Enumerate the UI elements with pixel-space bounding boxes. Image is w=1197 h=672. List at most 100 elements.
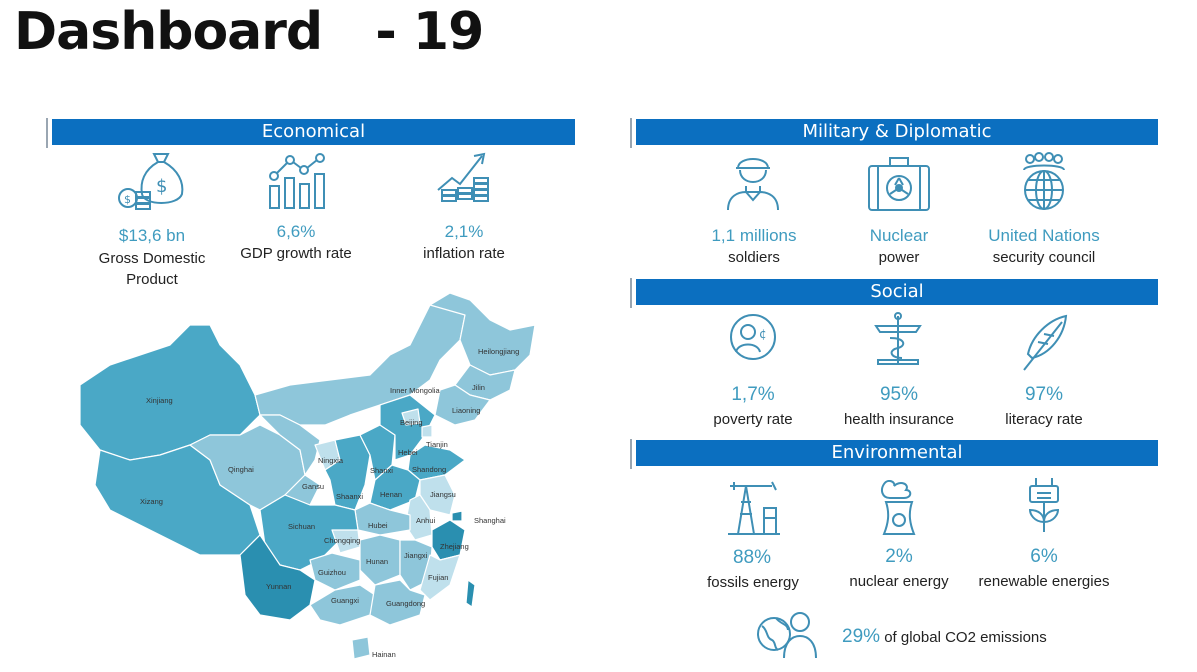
fujian-region[interactable] <box>419 554 461 601</box>
svg-text:¢: ¢ <box>759 327 767 341</box>
map-label: Henan <box>380 490 402 499</box>
map-label: Heilongjiang <box>478 347 519 356</box>
poverty-value: 1,7% <box>731 384 775 405</box>
renewable-label: renewable energies <box>978 573 1110 590</box>
map-label: Tianjin <box>426 440 448 449</box>
svg-text:$: $ <box>156 176 167 197</box>
oil-pump-icon <box>724 478 782 536</box>
taiwan-region[interactable] <box>465 579 476 608</box>
nuclear-plant-icon <box>874 480 924 536</box>
map-label: Guangdong <box>386 599 425 608</box>
map-label: Shandong <box>412 465 446 474</box>
inner-mongolia-region[interactable] <box>254 294 466 426</box>
gdp-label: Gross Domestic Product <box>98 250 206 288</box>
map-label: Guangxi <box>331 596 359 605</box>
map-label: Xizang <box>140 497 163 506</box>
map-label: Xinjiang <box>146 396 173 405</box>
gdp-growth-label: GDP growth rate <box>240 245 352 262</box>
quill-icon <box>1018 314 1070 372</box>
united-nations-icon <box>1020 152 1068 214</box>
soldier-icon <box>724 152 782 212</box>
health-icon <box>872 312 924 366</box>
military-section-header: Military & Diplomatic <box>636 119 1158 145</box>
map-label: Ningxia <box>318 456 344 465</box>
soldiers-label: soldiers <box>728 249 780 266</box>
social-section-header: Social <box>636 279 1158 305</box>
map-label: Hebei <box>398 448 418 457</box>
military-bar-tick <box>630 118 632 148</box>
map-label: Anhui <box>416 516 436 525</box>
plug-leaf-icon <box>1024 476 1064 534</box>
hubei-region[interactable] <box>354 502 411 536</box>
hainan-region[interactable] <box>351 636 371 660</box>
yunnan-region[interactable] <box>239 534 316 621</box>
beijing-region[interactable] <box>401 408 421 426</box>
united-nations-label: security council <box>992 249 1096 266</box>
map-label: Beijing <box>400 418 423 427</box>
china-province-map: Heilongjiang Jilin Liaoning Inner Mongol… <box>70 285 550 670</box>
map-label: Sichuan <box>288 522 315 531</box>
zhejiang-region[interactable] <box>431 519 466 561</box>
map-label: Guizhou <box>318 568 346 577</box>
growth-chart-icon <box>266 152 328 210</box>
guangdong-region[interactable] <box>369 579 426 626</box>
literacy-value: 97% <box>1024 384 1064 405</box>
map-label: Hubei <box>368 521 388 530</box>
dashboard-number: - 19 <box>375 2 484 62</box>
dashboard-title-text: Dashboard <box>14 2 323 62</box>
shanghai-region[interactable] <box>451 510 463 522</box>
co2-label: of global CO2 emissions <box>884 629 1047 646</box>
map-label: Hainan <box>372 650 396 659</box>
environmental-section-header: Environmental <box>636 440 1158 466</box>
inflation-value: 2,1% <box>444 222 484 241</box>
fossils-value: 88% <box>732 547 772 568</box>
renewable-value: 6% <box>1030 546 1058 567</box>
gdp-value: $13,6 bn <box>118 226 186 245</box>
social-bar-tick <box>630 278 632 308</box>
soldiers-value: 1,1 millions <box>711 226 797 245</box>
tianjin-region[interactable] <box>421 424 433 438</box>
map-label: Gansu <box>302 482 324 491</box>
dashboard-title: Dashboard - 19 <box>14 2 484 62</box>
economical-bar-tick <box>46 118 48 148</box>
map-label: Qinghai <box>228 465 254 474</box>
poverty-icon: ¢ <box>728 312 778 362</box>
co2-emissions: 29% of global CO2 emissions <box>842 626 1047 648</box>
map-label: Jilin <box>472 383 485 392</box>
map-label: Jiangxi <box>404 551 428 560</box>
poverty-label: poverty rate <box>713 411 793 428</box>
map-label: Jiangsu <box>430 490 456 499</box>
map-label: Fujian <box>428 573 448 582</box>
nuclear-power-value: Nuclear <box>869 226 929 245</box>
money-bag-icon: $ $ <box>116 152 188 212</box>
health-label: health insurance <box>843 411 955 428</box>
map-label: Inner Mongolia <box>390 386 440 395</box>
map-label: Hunan <box>366 557 388 566</box>
inflation-icon <box>436 150 494 206</box>
nuclear-energy-label: nuclear energy <box>849 573 949 590</box>
economical-section-header: Economical <box>52 119 575 145</box>
map-label: Yunnan <box>266 582 291 591</box>
nuclear-energy-value: 2% <box>885 546 913 567</box>
map-label: Shanghai <box>474 516 506 525</box>
map-label: Liaoning <box>452 406 480 415</box>
china-map-svg: Heilongjiang Jilin Liaoning Inner Mongol… <box>79 292 536 660</box>
globe-person-icon <box>754 610 824 660</box>
svg-text:$: $ <box>124 193 131 206</box>
co2-value: 29% <box>842 626 881 647</box>
literacy-label: literacy rate <box>1005 411 1083 428</box>
map-label: Shanxi <box>370 466 393 475</box>
gdp-growth-value: 6,6% <box>276 222 316 241</box>
health-value: 95% <box>879 384 919 405</box>
nuclear-case-icon <box>866 154 932 212</box>
map-label: Zhejiang <box>440 542 469 551</box>
liaoning-region[interactable] <box>434 384 491 426</box>
heilongjiang-region[interactable] <box>429 292 536 376</box>
inflation-label: inflation rate <box>423 245 505 262</box>
map-label: Shaanxi <box>336 492 363 501</box>
map-label: Chongqing <box>324 536 360 545</box>
united-nations-value: United Nations <box>988 226 1100 245</box>
nuclear-power-label: power <box>878 249 920 266</box>
environmental-bar-tick <box>630 439 632 469</box>
guangxi-region[interactable] <box>309 584 376 626</box>
